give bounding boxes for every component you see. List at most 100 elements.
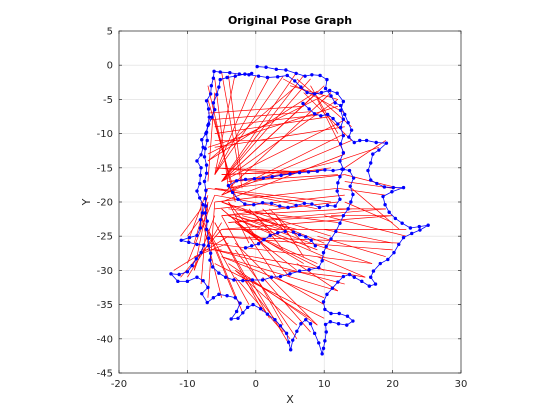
pose-node — [199, 153, 203, 157]
loop-closure-edge — [337, 187, 386, 196]
pose-node — [204, 227, 209, 232]
pose-node — [190, 263, 194, 268]
pose-node — [374, 140, 378, 145]
pose-node — [323, 322, 328, 327]
pose-node — [236, 316, 240, 320]
pose-node — [301, 101, 305, 106]
pose-node — [391, 185, 395, 190]
pose-node — [234, 309, 239, 314]
loop-closure-edge — [344, 140, 386, 169]
pose-node — [321, 346, 326, 351]
pose-node — [352, 140, 356, 145]
loop-closure-edge — [255, 277, 298, 339]
pose-node — [345, 323, 349, 327]
pose-node — [345, 314, 350, 318]
pose-node — [336, 122, 340, 126]
pose-node — [401, 235, 406, 240]
pose-node — [185, 270, 190, 274]
pose-node — [308, 322, 313, 326]
pose-node — [198, 226, 203, 230]
pose-node — [330, 286, 335, 290]
pose-node — [321, 300, 326, 304]
pose-node — [269, 275, 274, 279]
pose-node — [217, 85, 221, 89]
pose-node — [206, 236, 211, 240]
x-axis-label: X — [286, 393, 294, 406]
pose-node — [351, 192, 355, 197]
x-tick-label: -10 — [179, 379, 195, 390]
pose-node — [293, 79, 297, 83]
pose-node — [373, 282, 378, 286]
pose-node — [320, 259, 324, 263]
pose-node — [243, 72, 247, 76]
loop-closure-edge — [207, 92, 216, 182]
pose-node — [213, 107, 217, 112]
loop-closure-edge — [214, 78, 229, 189]
pose-node — [243, 177, 248, 182]
loop-closure-edge — [324, 215, 407, 237]
pose-node — [252, 203, 256, 207]
pose-node — [241, 311, 245, 315]
pose-node — [408, 226, 413, 230]
pose-node — [358, 138, 362, 143]
pose-node — [176, 279, 180, 284]
pose-node — [203, 196, 207, 201]
x-tick-label: 0 — [253, 379, 259, 390]
pose-node — [187, 235, 192, 240]
loop-closure-edge — [221, 215, 393, 230]
pose-node — [210, 115, 214, 119]
pose-node — [360, 279, 364, 284]
x-tick-label: -20 — [111, 379, 127, 390]
pose-node — [349, 200, 353, 204]
pose-node — [283, 229, 287, 234]
pose-node — [338, 174, 342, 179]
pose-node — [303, 74, 307, 78]
pose-node — [307, 268, 311, 272]
pose-node — [336, 181, 340, 185]
pose-node — [390, 190, 394, 194]
pose-node — [288, 272, 292, 276]
pose-node — [212, 69, 216, 74]
y-tick-label: -20 — [97, 198, 113, 209]
loop-closure-edge — [228, 201, 250, 244]
pose-node — [215, 92, 219, 97]
pose-node — [243, 246, 248, 250]
odometry-edge — [336, 93, 344, 102]
pose-node — [230, 190, 235, 195]
loop-closure-edge — [283, 270, 345, 278]
loop-closure-edge — [317, 235, 386, 258]
pose-node — [336, 322, 341, 326]
pose-node — [268, 233, 272, 238]
pose-node — [325, 203, 330, 208]
x-tick-label: 10 — [318, 379, 331, 390]
pose-node — [369, 161, 373, 165]
pose-node — [310, 73, 314, 77]
pose-node — [201, 203, 205, 207]
pose-node — [261, 176, 266, 180]
pose-node — [200, 138, 204, 142]
pose-node — [397, 242, 401, 247]
pose-node — [288, 348, 293, 352]
loop-closure-edge — [214, 167, 304, 173]
pose-node — [217, 292, 221, 297]
loop-closure-edge — [221, 92, 332, 196]
pose-node — [347, 135, 351, 139]
pose-node — [233, 74, 237, 78]
pose-node — [252, 177, 257, 181]
pose-node — [375, 181, 379, 186]
pose-node — [278, 204, 282, 208]
y-tick-label: -25 — [97, 232, 113, 243]
pose-node — [313, 244, 318, 248]
pose-node — [264, 65, 268, 69]
loop-closure-edge — [214, 116, 332, 134]
odometry-edge — [267, 76, 278, 78]
pose-node — [327, 88, 332, 93]
pose-node — [323, 86, 328, 91]
pose-node — [291, 230, 296, 234]
odometry-edge — [314, 333, 320, 344]
pose-node — [241, 278, 245, 283]
loop-closure-edge — [234, 249, 257, 278]
pose-node — [179, 238, 183, 243]
loop-closure-edge — [214, 76, 270, 175]
y-tick-label: 0 — [107, 61, 113, 72]
